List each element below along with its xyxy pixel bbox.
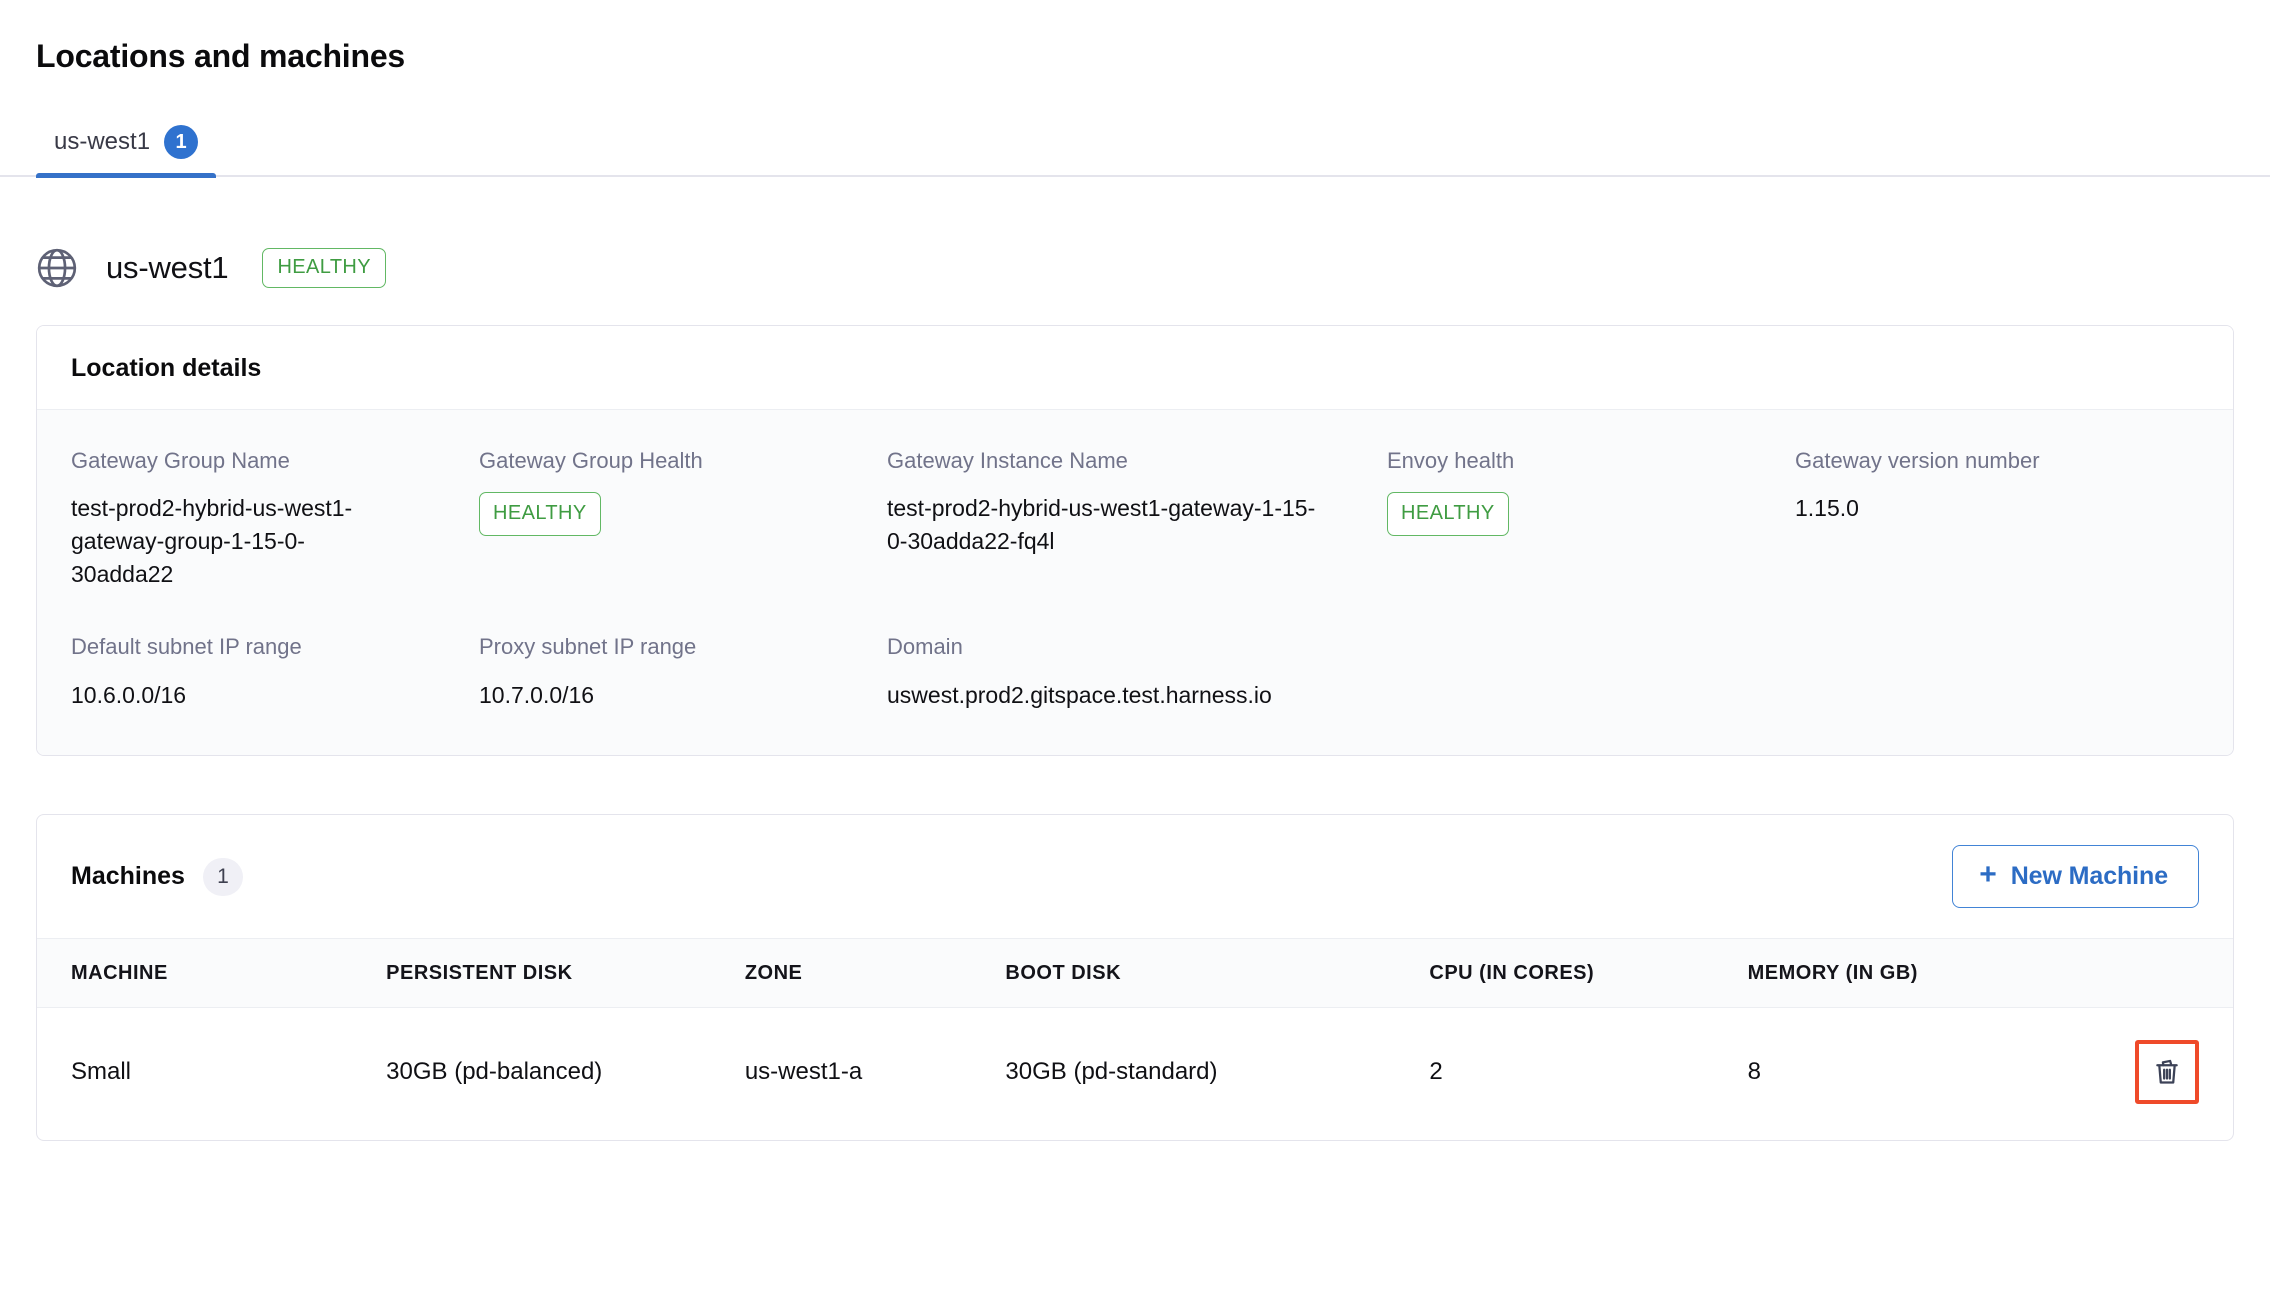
- detail-label: Gateway version number: [1795, 448, 2040, 473]
- globe-icon: [34, 245, 80, 291]
- column-header-cpu[interactable]: CPU (IN CORES): [1429, 938, 1748, 1009]
- column-header-machine[interactable]: MACHINE: [37, 938, 387, 1009]
- cell-actions: [2076, 1008, 2233, 1141]
- machines-card: Machines 1 + New Machine MACHINE PERSIST…: [36, 814, 2234, 1142]
- detail-proxy-subnet-ip-range: Proxy subnet IP range 10.7.0.0/16: [479, 634, 887, 711]
- location-tabs: us-west1 1: [0, 115, 2270, 178]
- detail-value: 10.6.0.0/16: [71, 681, 187, 708]
- detail-value: test-prod2-hybrid-us-west1-gateway-1-15-…: [887, 495, 1316, 555]
- column-header-actions: [2075, 938, 2233, 1009]
- cell-boot-disk: 30GB (pd-standard): [1005, 1058, 1218, 1086]
- detail-label: Gateway Instance Name: [887, 448, 1128, 473]
- detail-value: uswest.prod2.gitspace.test.harness.io: [887, 681, 1272, 708]
- column-header-boot-disk[interactable]: BOOT DISK: [1005, 938, 1430, 1009]
- location-details-card: Location details Gateway Group Name test…: [36, 325, 2234, 757]
- detail-spacer: [1387, 634, 1795, 711]
- tab-count-badge: 1: [164, 125, 199, 159]
- delete-machine-button[interactable]: [2135, 1040, 2199, 1105]
- column-header-persistent-disk[interactable]: PERSISTENT DISK: [386, 938, 745, 1009]
- detail-label: Gateway Group Health: [479, 448, 703, 473]
- detail-label: Gateway Group Name: [71, 448, 290, 473]
- cell-zone: us-west1-a: [744, 1058, 863, 1086]
- machines-title: Machines: [71, 862, 185, 891]
- detail-label: Default subnet IP range: [71, 634, 302, 660]
- gateway-group-health-badge: HEALTHY: [479, 492, 601, 536]
- cell-machine: Small: [71, 1058, 132, 1086]
- trash-icon: [2156, 1060, 2178, 1085]
- machines-table: MACHINE PERSISTENT DISK ZONE BOOT DISK C…: [37, 938, 2233, 1140]
- detail-value: HEALTHY: [1387, 492, 1717, 536]
- detail-envoy-health: Envoy health HEALTHY: [1387, 448, 1795, 590]
- machines-card-header: Machines 1 + New Machine: [37, 815, 2233, 938]
- location-name: us-west1: [106, 250, 229, 285]
- column-header-memory[interactable]: MEMORY (IN GB): [1747, 938, 2076, 1009]
- location-status-badge: HEALTHY: [262, 248, 387, 288]
- detail-gateway-group-health: Gateway Group Health HEALTHY: [479, 448, 887, 590]
- cell-persistent-disk: 30GB (pd-balanced): [386, 1058, 603, 1086]
- detail-label: Domain: [887, 634, 963, 660]
- location-header: us-west1 HEALTHY: [0, 177, 2270, 291]
- plus-icon: +: [1979, 858, 1997, 892]
- tab-us-west1[interactable]: us-west1 1: [36, 125, 217, 178]
- new-machine-button-label: New Machine: [2010, 861, 2168, 890]
- machines-count-badge: 1: [202, 857, 243, 896]
- detail-gateway-version-number: Gateway version number 1.15.0: [1795, 448, 2199, 590]
- tab-label: us-west1: [54, 128, 151, 155]
- machines-table-head: MACHINE PERSISTENT DISK ZONE BOOT DISK C…: [37, 938, 2233, 1009]
- detail-domain: Domain uswest.prod2.gitspace.test.harnes…: [887, 634, 1387, 711]
- detail-gateway-group-name: Gateway Group Name test-prod2-hybrid-us-…: [71, 448, 479, 590]
- detail-value: HEALTHY: [479, 492, 809, 536]
- detail-default-subnet-ip-range: Default subnet IP range 10.6.0.0/16: [71, 634, 479, 711]
- new-machine-button[interactable]: + New Machine: [1952, 845, 2199, 909]
- detail-value: test-prod2-hybrid-us-west1-gateway-group…: [71, 495, 353, 587]
- machines-table-body: Small 30GB (pd-balanced) us-west1-a 30GB…: [37, 1008, 2233, 1141]
- table-header-row: MACHINE PERSISTENT DISK ZONE BOOT DISK C…: [37, 938, 2233, 1009]
- location-details-card-header: Location details: [37, 326, 2233, 409]
- location-details-grid: Gateway Group Name test-prod2-hybrid-us-…: [71, 448, 2199, 711]
- detail-spacer: [1795, 634, 2199, 711]
- cell-cpu: 2: [1429, 1058, 1443, 1086]
- location-details-title: Location details: [71, 354, 262, 382]
- cell-memory: 8: [1747, 1058, 1761, 1086]
- page-title: Locations and machines: [36, 38, 406, 74]
- envoy-health-badge: HEALTHY: [1387, 492, 1509, 536]
- detail-value: 10.7.0.0/16: [479, 681, 595, 708]
- detail-gateway-instance-name: Gateway Instance Name test-prod2-hybrid-…: [887, 448, 1387, 590]
- detail-value: 1.15.0: [1795, 495, 1859, 522]
- table-row: Small 30GB (pd-balanced) us-west1-a 30GB…: [37, 1008, 2233, 1141]
- detail-label: Proxy subnet IP range: [479, 634, 697, 660]
- column-header-zone[interactable]: ZONE: [744, 938, 1006, 1009]
- machines-title-group: Machines 1: [71, 857, 243, 896]
- detail-label: Envoy health: [1387, 448, 1515, 473]
- location-details-body: Gateway Group Name test-prod2-hybrid-us-…: [37, 409, 2233, 756]
